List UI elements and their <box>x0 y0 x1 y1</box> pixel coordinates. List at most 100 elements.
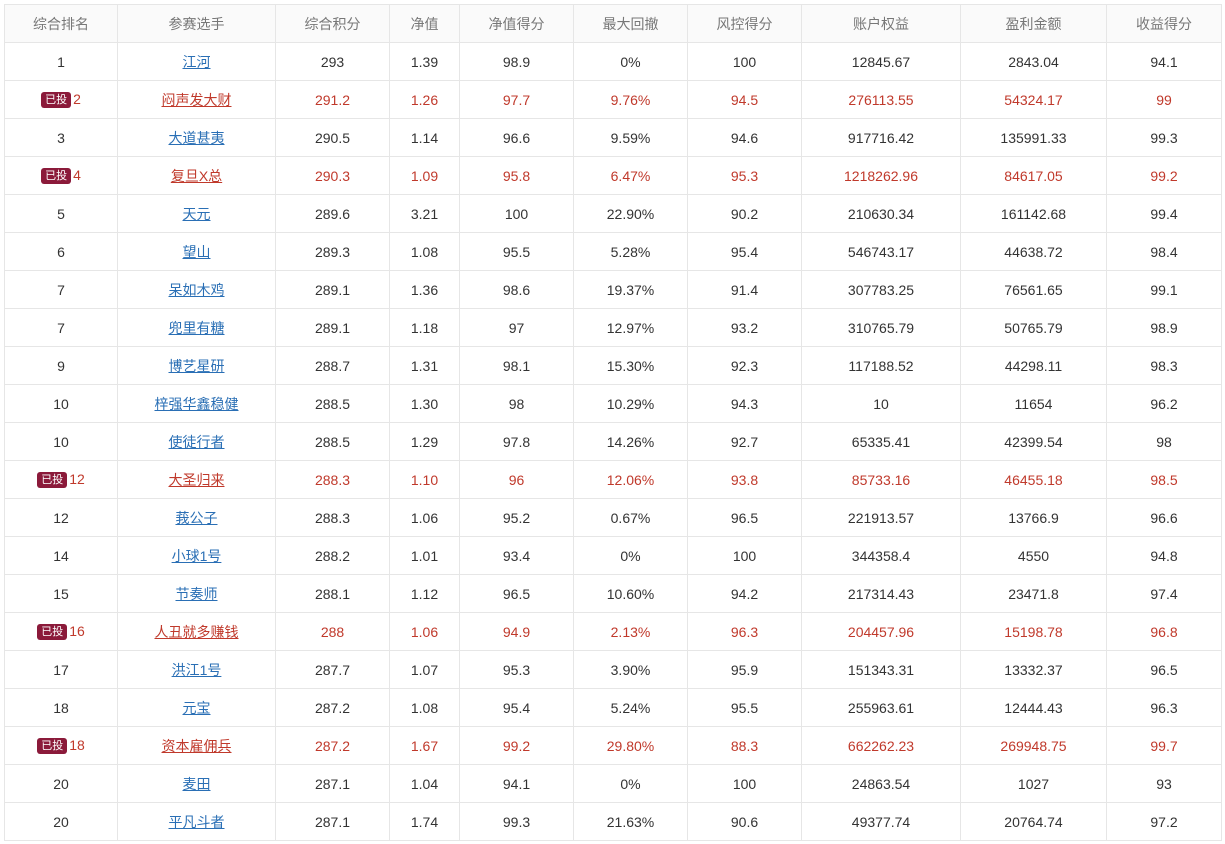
profit-cell: 4550 <box>960 536 1107 575</box>
header-profit[interactable]: 盈利金额 <box>960 4 1107 43</box>
player-cell: 元宝 <box>117 688 276 727</box>
player-link[interactable]: 兜里有糖 <box>168 319 225 336</box>
player-link[interactable]: 麦田 <box>182 775 211 792</box>
header-return-score[interactable]: 收益得分 <box>1106 4 1222 43</box>
player-link[interactable]: 大道甚夷 <box>168 129 225 146</box>
max-drawdown-cell: 22.90% <box>573 194 688 233</box>
player-cell: 平凡斗者 <box>117 802 276 841</box>
rank-cell: 1 <box>4 42 118 81</box>
table-row: 已投 2 闷声发大财 291.2 1.26 97.7 9.76% 94.5 276113.55 5… <box>4 80 1222 119</box>
invested-badge: 已投 <box>41 168 72 184</box>
rank-value: 4 <box>73 167 81 183</box>
rank-value: 7 <box>57 281 65 298</box>
invested-badge: 已投 <box>37 738 68 754</box>
player-link[interactable]: 江河 <box>182 53 211 70</box>
player-link[interactable]: 望山 <box>182 243 211 260</box>
risk-score-cell: 95.9 <box>687 650 802 689</box>
return-score-cell: 98.4 <box>1106 232 1222 271</box>
score-cell: 288.1 <box>275 574 390 613</box>
return-score-cell: 98.3 <box>1106 346 1222 385</box>
return-score-cell: 93 <box>1106 764 1222 803</box>
table-row: 7 呆如木鸡 289.1 1.36 98.6 19.37% 91.4 307783.25 765… <box>4 270 1222 309</box>
max-drawdown-cell: 0% <box>573 536 688 575</box>
player-link[interactable]: 天元 <box>182 205 211 222</box>
player-link[interactable]: 平凡斗者 <box>168 813 225 830</box>
risk-score-cell: 94.2 <box>687 574 802 613</box>
nav-score-cell: 93.4 <box>459 536 574 575</box>
return-score-cell: 98 <box>1106 422 1222 461</box>
profit-cell: 20764.74 <box>960 802 1107 841</box>
rank-cell: 15 <box>4 574 118 613</box>
player-link[interactable]: 博艺星研 <box>168 357 225 374</box>
profit-cell: 84617.05 <box>960 156 1107 195</box>
table-row: 已投 12 大圣归来 288.3 1.10 96 12.06% 93.8 85733.16 464… <box>4 460 1222 499</box>
rank-cell: 已投 12 <box>4 460 118 499</box>
nav-cell: 1.26 <box>389 80 460 119</box>
return-score-cell: 99 <box>1106 80 1222 119</box>
player-link[interactable]: 使徒行者 <box>168 433 225 450</box>
player-link[interactable]: 莪公子 <box>175 509 218 526</box>
invested-badge: 已投 <box>41 92 72 108</box>
header-score[interactable]: 综合积分 <box>275 4 390 43</box>
nav-score-cell: 97.8 <box>459 422 574 461</box>
profit-cell: 135991.33 <box>960 118 1107 157</box>
rank-cell: 20 <box>4 764 118 803</box>
return-score-cell: 99.4 <box>1106 194 1222 233</box>
nav-cell: 1.12 <box>389 574 460 613</box>
nav-score-cell: 95.3 <box>459 650 574 689</box>
header-risk-score[interactable]: 风控得分 <box>687 4 802 43</box>
rank-cell: 6 <box>4 232 118 271</box>
header-max-drawdown[interactable]: 最大回撤 <box>573 4 688 43</box>
player-link[interactable]: 小球1号 <box>171 547 222 564</box>
player-cell: 人丑就多赚钱 <box>117 612 276 651</box>
score-cell: 290.5 <box>275 118 390 157</box>
max-drawdown-cell: 2.13% <box>573 612 688 651</box>
return-score-cell: 99.7 <box>1106 726 1222 765</box>
return-score-cell: 98.9 <box>1106 308 1222 347</box>
header-rank[interactable]: 综合排名 <box>4 4 118 43</box>
invested-badge: 已投 <box>37 624 68 640</box>
rank-value: 6 <box>57 243 65 260</box>
profit-cell: 269948.75 <box>960 726 1107 765</box>
rank-value: 10 <box>53 433 69 450</box>
header-nav[interactable]: 净值 <box>389 4 460 43</box>
nav-cell: 3.21 <box>389 194 460 233</box>
player-link[interactable]: 元宝 <box>182 699 211 716</box>
max-drawdown-cell: 0% <box>573 764 688 803</box>
score-cell: 289.1 <box>275 270 390 309</box>
rank-value: 18 <box>69 737 85 753</box>
max-drawdown-cell: 0% <box>573 42 688 81</box>
player-link[interactable]: 闷声发大财 <box>161 91 232 108</box>
player-link[interactable]: 人丑就多赚钱 <box>154 623 239 640</box>
equity-cell: 210630.34 <box>801 194 961 233</box>
header-nav-score[interactable]: 净值得分 <box>459 4 574 43</box>
player-cell: 复旦X总 <box>117 156 276 195</box>
nav-score-cell: 95.4 <box>459 688 574 727</box>
player-link[interactable]: 大圣归来 <box>168 471 225 488</box>
profit-cell: 76561.65 <box>960 270 1107 309</box>
rank-value: 9 <box>57 357 65 374</box>
player-link[interactable]: 洪江1号 <box>171 661 222 678</box>
nav-cell: 1.39 <box>389 42 460 81</box>
table-row: 已投 16 人丑就多赚钱 288 1.06 94.9 2.13% 96.3 204457.96 1… <box>4 612 1222 651</box>
player-cell: 望山 <box>117 232 276 271</box>
player-link[interactable]: 呆如木鸡 <box>168 281 225 298</box>
score-cell: 289.3 <box>275 232 390 271</box>
player-link[interactable]: 资本雇佣兵 <box>161 737 232 754</box>
max-drawdown-cell: 12.06% <box>573 460 688 499</box>
player-link[interactable]: 梓强华鑫稳健 <box>154 395 239 412</box>
profit-cell: 13332.37 <box>960 650 1107 689</box>
rank-cell: 7 <box>4 270 118 309</box>
max-drawdown-cell: 5.28% <box>573 232 688 271</box>
nav-cell: 1.06 <box>389 498 460 537</box>
table-row: 7 兜里有糖 289.1 1.18 97 12.97% 93.2 310765.79 50765… <box>4 308 1222 347</box>
rank-cell: 已投 2 <box>4 80 118 119</box>
header-equity[interactable]: 账户权益 <box>801 4 961 43</box>
nav-cell: 1.08 <box>389 688 460 727</box>
score-cell: 288.7 <box>275 346 390 385</box>
score-cell: 287.1 <box>275 802 390 841</box>
player-link[interactable]: 复旦X总 <box>170 167 223 184</box>
return-score-cell: 97.2 <box>1106 802 1222 841</box>
player-link[interactable]: 节奏师 <box>175 585 218 602</box>
header-player[interactable]: 参赛选手 <box>117 4 276 43</box>
